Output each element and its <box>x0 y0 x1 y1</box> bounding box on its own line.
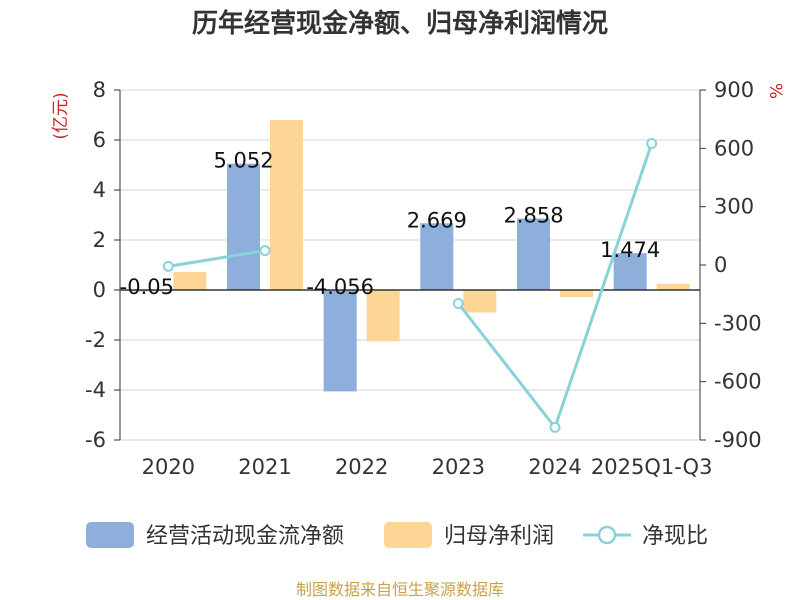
left-tick-label: 8 <box>93 78 106 102</box>
ratio-line-segment <box>168 249 266 268</box>
bar-profit <box>366 290 400 342</box>
ratio-point <box>549 421 561 433</box>
cashflow-value-label: 5.052 <box>213 149 273 173</box>
legend-swatch-cashflow <box>86 522 134 548</box>
legend-label-profit: 归母净利润 <box>444 524 554 549</box>
data-labels: -0.05 5.052 -4.056 2.669 2.858 1.474 <box>120 149 661 299</box>
right-tick-label: 300 <box>714 195 754 219</box>
bars <box>130 120 690 392</box>
left-axis-unit: (亿元) <box>51 92 71 139</box>
category-label: 2020 <box>142 455 195 479</box>
bar-profit <box>173 272 207 290</box>
legend-marker-ratio <box>597 525 617 545</box>
cashflow-value-label: 2.669 <box>407 208 467 232</box>
bar-cashflow <box>420 223 454 290</box>
left-tick-label: 2 <box>93 228 106 252</box>
bar-cashflow <box>517 218 550 290</box>
cashflow-value-label: 1.474 <box>600 238 660 262</box>
legend: 经营活动现金流净额 归母净利润 净现比 <box>86 522 708 549</box>
cashflow-value-label: 2.858 <box>503 204 563 228</box>
source-note: 制图数据来自恒生聚源数据库 <box>296 580 504 599</box>
left-tick-label: 6 <box>93 128 106 152</box>
legend-label-ratio: 净现比 <box>642 524 708 549</box>
axes: -6 -4 -2 0 2 4 6 8 -900 -600 -300 0 300 600 900 2020 202… <box>85 78 762 479</box>
legend-label-cashflow: 经营活动现金流净额 <box>146 524 344 549</box>
bar-cashflow <box>323 290 357 392</box>
right-tick-label: 600 <box>714 136 754 160</box>
bar-cashflow <box>227 163 260 290</box>
category-label: 2025Q1-Q3 <box>591 455 713 479</box>
chart-title: 历年经营现金净额、归母净利润情况 <box>192 8 608 39</box>
right-axis-unit: % <box>765 83 785 99</box>
category-label: 2021 <box>238 455 291 479</box>
ratio-point <box>259 245 271 257</box>
cashflow-value-label: -4.056 <box>306 275 374 299</box>
cashflow-value-label: -0.05 <box>120 275 174 299</box>
ratio-point <box>646 137 658 149</box>
bar-profit <box>656 283 690 290</box>
legend-swatch-profit <box>384 522 432 548</box>
left-tick-label: -4 <box>85 378 106 402</box>
ratio-point <box>162 260 174 272</box>
left-tick-label: -2 <box>85 328 106 352</box>
gridlines <box>120 89 700 441</box>
right-tick-label: 900 <box>714 78 754 102</box>
right-tick-label: -900 <box>714 428 762 452</box>
right-tick-label: 0 <box>714 253 727 277</box>
ratio-point <box>452 298 464 309</box>
category-label: 2022 <box>335 455 388 479</box>
bar-profit <box>463 290 497 313</box>
left-tick-label: 0 <box>93 278 106 302</box>
left-tick-label: -6 <box>85 428 106 452</box>
right-tick-label: -300 <box>714 311 762 335</box>
left-tick-label: 4 <box>93 178 106 202</box>
bar-cashflow <box>613 253 647 290</box>
category-label: 2024 <box>528 455 581 479</box>
bar-profit <box>270 120 303 290</box>
right-tick-label: -600 <box>714 370 762 394</box>
category-label: 2023 <box>432 455 485 479</box>
bar-profit <box>560 290 593 297</box>
ratio-line <box>162 137 658 433</box>
